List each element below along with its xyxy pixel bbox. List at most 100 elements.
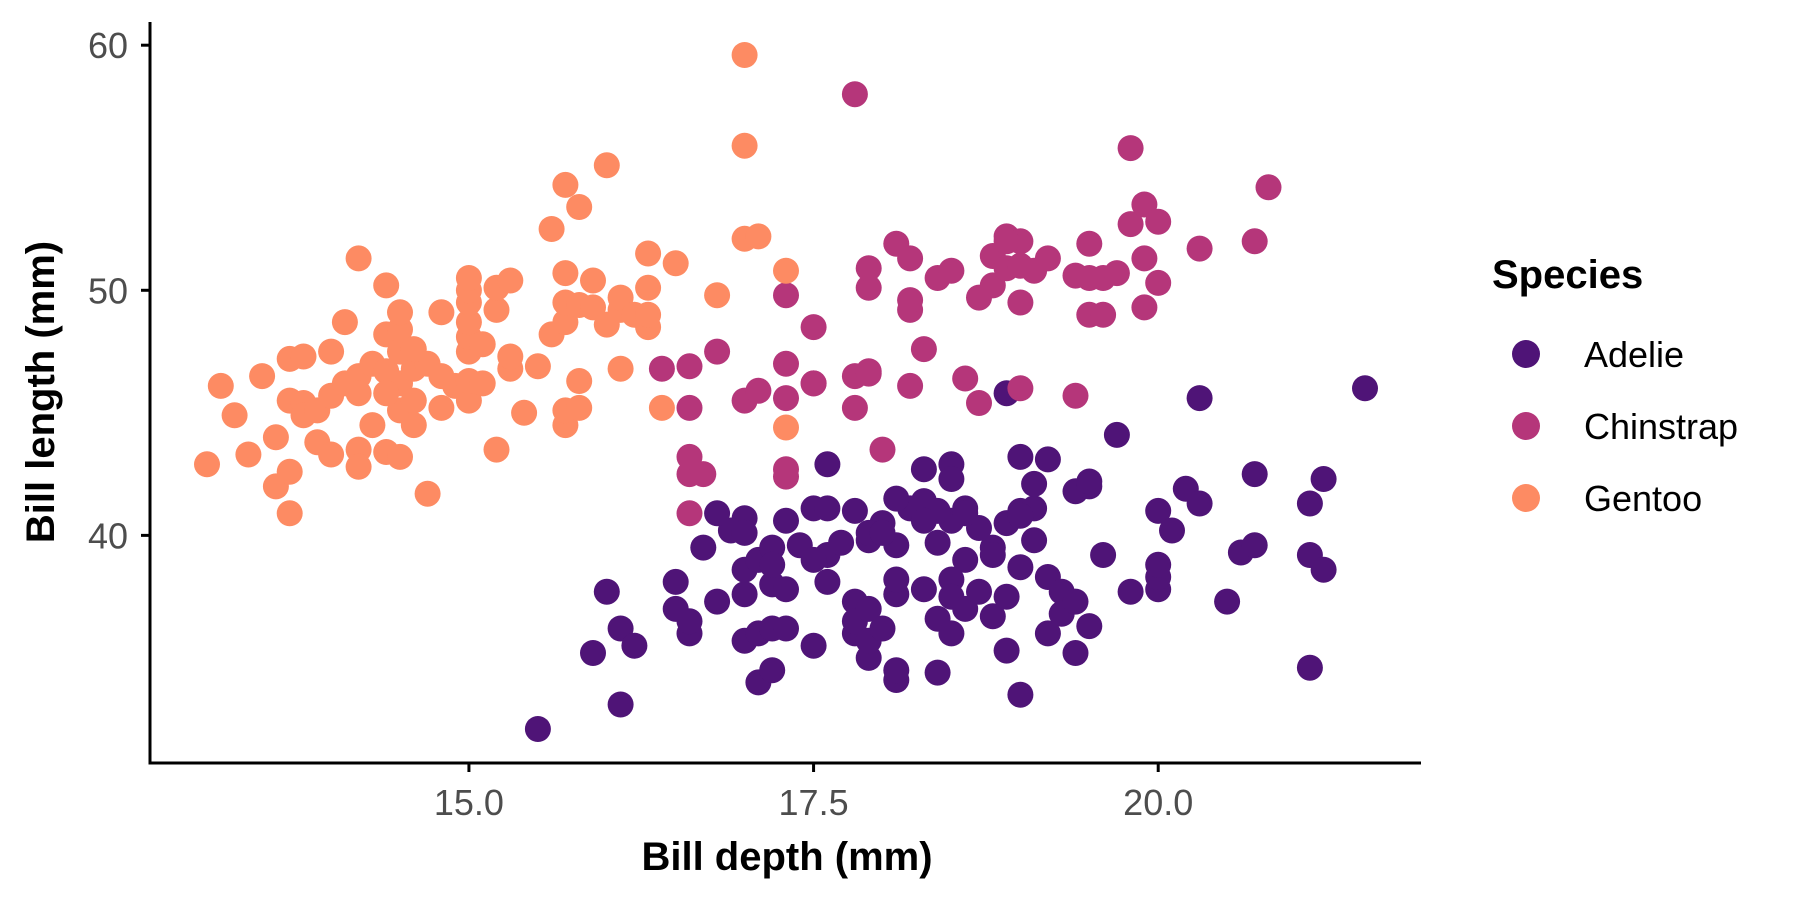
y-axis-title: Bill length (mm) — [19, 241, 63, 543]
point-adelie-9 — [1296, 654, 1323, 681]
point-gentoo-44 — [428, 394, 455, 421]
point-gentoo-57 — [483, 296, 510, 323]
point-chinstrap-32 — [952, 365, 979, 392]
point-gentoo-25 — [345, 245, 372, 272]
x-tick-label-2: 20.0 — [1123, 782, 1193, 823]
point-adelie-55 — [731, 519, 758, 546]
point-adelie-61 — [938, 466, 965, 492]
point-gentoo-0 — [194, 451, 220, 478]
point-chinstrap-64 — [800, 370, 827, 397]
point-adelie-101 — [1145, 551, 1172, 578]
point-chinstrap-22 — [855, 255, 882, 282]
point-adelie-95 — [1076, 468, 1103, 495]
point-adelie-85 — [1021, 470, 1048, 497]
point-chinstrap-11 — [773, 456, 799, 483]
point-adelie-96 — [1090, 542, 1117, 568]
point-chinstrap-28 — [897, 245, 924, 272]
point-adelie-15 — [662, 595, 689, 622]
x-tick-label-1: 17.5 — [779, 782, 849, 823]
point-gentoo-87 — [648, 394, 675, 421]
point-chinstrap-56 — [1131, 245, 1158, 272]
point-chinstrap-4 — [648, 355, 675, 382]
legend-key-chinstrap — [1512, 412, 1540, 440]
point-gentoo-11 — [276, 458, 303, 485]
point-gentoo-6 — [262, 424, 289, 451]
point-chinstrap-63 — [841, 81, 868, 108]
point-gentoo-94 — [773, 257, 799, 284]
point-gentoo-75 — [566, 194, 593, 220]
point-gentoo-2 — [221, 402, 248, 429]
point-gentoo-23 — [345, 453, 372, 480]
point-adelie-1 — [607, 691, 634, 718]
point-adelie-79 — [1021, 527, 1048, 554]
point-gentoo-98 — [469, 331, 496, 358]
point-adelie-54 — [704, 500, 731, 527]
point-adelie-22 — [773, 615, 799, 642]
legend-label-chinstrap: Chinstrap — [1584, 406, 1738, 447]
point-gentoo-63 — [524, 353, 551, 380]
point-adelie-10 — [580, 640, 606, 666]
point-adelie-65 — [924, 529, 951, 556]
point-adelie-113 — [1296, 490, 1323, 517]
point-adelie-56 — [773, 507, 799, 534]
point-adelie-83 — [1034, 446, 1061, 473]
point-chinstrap-49 — [1076, 230, 1103, 257]
point-chinstrap-54 — [1117, 135, 1144, 162]
point-adelie-18 — [704, 588, 731, 615]
point-chinstrap-26 — [897, 287, 924, 314]
point-chinstrap-60 — [1186, 235, 1213, 262]
point-chinstrap-24 — [897, 372, 924, 399]
point-gentoo-85 — [635, 240, 662, 267]
point-adelie-77 — [993, 637, 1020, 664]
point-gentoo-4 — [249, 363, 276, 390]
point-chinstrap-29 — [910, 336, 937, 363]
point-chinstrap-33 — [966, 390, 992, 416]
point-gentoo-10 — [276, 500, 303, 527]
point-adelie-112 — [1310, 556, 1337, 583]
point-chinstrap-53 — [1117, 211, 1144, 238]
point-adelie-76 — [993, 583, 1020, 610]
point-adelie-69 — [910, 576, 937, 603]
point-chinstrap-52 — [1103, 260, 1130, 287]
point-gentoo-91 — [745, 223, 772, 250]
point-adelie-6 — [883, 657, 910, 684]
point-chinstrap-17 — [841, 394, 868, 421]
point-chinstrap-7 — [704, 338, 731, 365]
point-adelie-74 — [966, 578, 992, 605]
y-tick-label-2: 60 — [88, 25, 128, 66]
point-chinstrap-40 — [1007, 289, 1034, 316]
point-adelie-109 — [1241, 532, 1268, 559]
x-tick-label-0: 15.0 — [434, 782, 504, 823]
point-gentoo-97 — [400, 336, 427, 363]
point-gentoo-86 — [635, 274, 662, 301]
point-adelie-3 — [759, 657, 786, 684]
point-chinstrap-14 — [773, 282, 799, 309]
points-layer — [194, 42, 1378, 742]
point-gentoo-51 — [455, 309, 482, 336]
point-chinstrap-50 — [1090, 301, 1117, 328]
point-chinstrap-13 — [773, 350, 799, 377]
point-chinstrap-62 — [1255, 174, 1282, 201]
point-gentoo-56 — [483, 436, 510, 463]
point-gentoo-79 — [593, 152, 620, 179]
point-gentoo-93 — [731, 42, 758, 68]
point-chinstrap-58 — [1145, 208, 1172, 235]
point-adelie-102 — [1145, 497, 1172, 524]
point-gentoo-61 — [497, 267, 524, 294]
point-gentoo-30 — [373, 272, 400, 299]
point-adelie-12 — [621, 632, 648, 659]
point-chinstrap-9 — [745, 377, 772, 404]
legend-label-gentoo: Gentoo — [1584, 478, 1702, 519]
point-adelie-32 — [814, 568, 841, 595]
point-adelie-118 — [910, 507, 937, 534]
legend-label-adelie: Adelie — [1584, 334, 1684, 375]
series-adelie — [524, 375, 1378, 742]
point-chinstrap-16 — [800, 314, 827, 341]
point-adelie-40 — [883, 566, 910, 593]
y-tick-label-1: 50 — [88, 270, 128, 311]
point-adelie-51 — [814, 451, 841, 478]
point-adelie-75 — [979, 603, 1006, 630]
point-adelie-115 — [1352, 375, 1378, 402]
point-gentoo-9 — [290, 343, 317, 370]
